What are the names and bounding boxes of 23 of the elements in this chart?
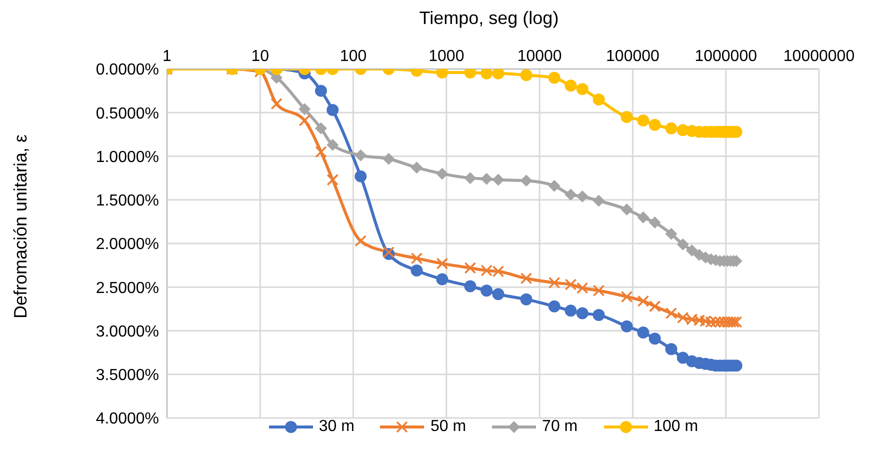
y-tick-label: 3.5000%	[96, 367, 159, 384]
y-tick-label: 2.0000%	[96, 236, 159, 254]
y-tick-label: 3.0000%	[96, 323, 159, 340]
x-axis-title: Tiempo, seg (log)	[418, 8, 560, 29]
y-axis-title: Defromación unitaria, ε	[10, 134, 32, 318]
legend-label: 50 m	[430, 418, 466, 436]
y-tick-label: 2.5000%	[96, 280, 159, 297]
x-tick-label: 1000000	[694, 48, 758, 65]
x-tick-label: 10000000	[783, 48, 855, 65]
y-tick-label: 0.0000%	[96, 62, 159, 79]
x-tick-label: 10000	[517, 48, 562, 65]
x-tick-label: 10	[251, 48, 270, 65]
x-tick-label: 1	[162, 48, 172, 65]
y-tick-label: 1.5000%	[96, 192, 159, 210]
legend-label: 70 m	[542, 418, 578, 436]
y-tick-label: 4.0000%	[96, 410, 159, 428]
y-tick-label: 1.0000%	[96, 148, 159, 166]
x-tick-label: 100000	[606, 48, 660, 65]
legend-label: 30 m	[318, 418, 354, 436]
x-tick-label: 100	[340, 48, 367, 65]
y-tick-label: 0.5000%	[96, 105, 159, 122]
legend-label: 100 m	[654, 418, 698, 436]
x-tick-label: 1000	[428, 48, 464, 65]
